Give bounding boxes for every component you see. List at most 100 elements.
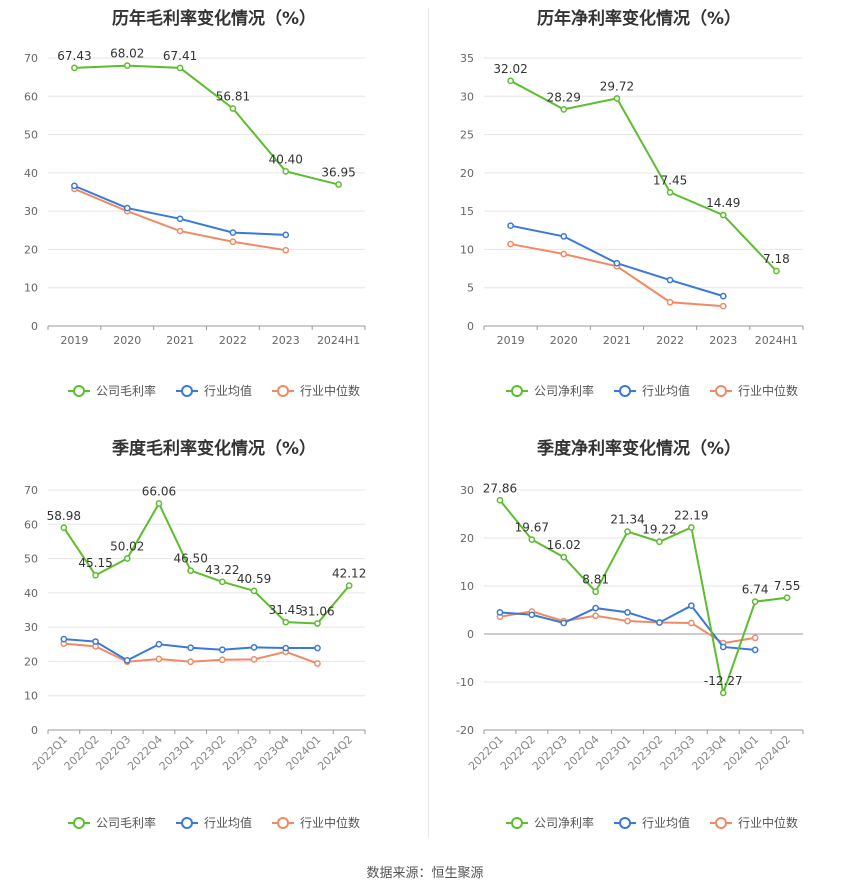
data-label: 31.45 [269,603,303,617]
data-label: 19.22 [642,523,676,537]
chart-quarterly-gross-margin: 季度毛利率变化情况（%） 0 10 20 30 40 50 60 70 2022Q1 2022Q2… [0,430,428,850]
series-line [74,184,286,236]
y-tick-label: 50 [24,553,38,566]
data-point [688,524,695,531]
x-tick-label: 2021 [166,334,194,347]
y-tick-label: 30 [460,90,474,103]
chart-title: 季度净利率变化情况（%） [536,439,742,459]
data-point [187,644,194,652]
series-line [74,64,339,186]
data-point [155,640,163,648]
data-label: 43.22 [205,563,239,577]
y-tick-label: 40 [24,587,38,600]
data-point [219,578,226,586]
data-point [229,238,237,246]
data-point [229,105,237,112]
legend-label: 行业中位数 [738,383,798,398]
legend-item[interactable]: 行业均值 [614,815,690,830]
data-point [282,167,290,175]
data-point [560,106,568,113]
legend-item[interactable]: 行业均值 [614,383,690,398]
legend-marker [715,817,727,829]
data-label: 45.15 [78,556,112,570]
y-tick-label: 20 [460,167,474,180]
y-tick-label: 30 [24,205,38,218]
chart-quarterly-net-margin: 季度净利率变化情况（%） -20 -10 0 10 20 30 2022Q1 2022Q2 20… [428,430,850,850]
data-point [773,267,780,275]
x-tick-label: 2021 [603,334,631,347]
data-label: 40.40 [269,152,303,166]
y-tick-label: 0 [31,320,38,333]
x-tick-label: 2022 [219,334,247,347]
x-tick-label: 2020 [113,334,141,347]
data-point [656,619,663,626]
data-label: 68.02 [110,47,144,61]
y-tick-label: 20 [24,655,38,668]
data-point [719,689,727,697]
data-point [666,189,674,196]
legend-item[interactable]: 行业中位数 [272,383,360,398]
legend-item[interactable]: 公司净利率 [506,815,594,830]
data-point [592,612,599,620]
legend-label: 行业均值 [204,815,252,830]
chart-title: 历年净利率变化情况（%） [536,9,742,29]
series-line [499,499,788,697]
y-tick-label: 15 [460,205,474,218]
data-label: 7.55 [774,579,801,593]
series-line [510,243,724,308]
legend-item[interactable]: 行业均值 [176,383,252,398]
data-point [719,211,727,219]
data-label: 21.34 [610,513,644,527]
y-tick-label: 50 [24,129,38,142]
y-tick-label: -20 [456,724,474,737]
y-tick-label: 70 [24,484,38,497]
data-point [719,292,727,300]
data-point [250,587,258,595]
x-tick-label: 2019 [60,334,88,347]
data-point [528,536,536,543]
legend-item[interactable]: 行业中位数 [272,815,360,830]
data-label: 7.18 [763,252,790,266]
legend-item[interactable]: 公司毛利率 [68,815,156,830]
panel-divider [428,8,429,838]
x-tick-label: 2024Q2 [315,733,355,773]
chart-title: 历年毛利率变化情况（%） [111,9,317,29]
legend-item[interactable]: 行业均值 [176,815,252,830]
legend-item[interactable]: 公司毛利率 [68,383,156,398]
y-tick-label: 0 [467,320,474,333]
data-point [250,644,258,651]
data-point [314,644,321,652]
legend-marker [277,817,289,829]
data-point [71,182,78,190]
y-tick-label: 0 [31,724,38,737]
legend-item[interactable]: 公司净利率 [506,383,594,398]
data-label: 36.95 [321,166,355,180]
data-label: 28.29 [547,90,581,104]
data-point [624,617,631,625]
data-point [507,222,514,230]
data-point [688,602,695,610]
data-point [60,524,68,532]
data-label: 17.45 [653,173,687,187]
data-point [187,567,194,574]
legend-item[interactable]: 行业中位数 [710,815,798,830]
legend-label: 行业均值 [642,383,690,398]
data-label: 22.19 [674,508,708,522]
y-tick-label: -10 [456,676,474,689]
chart-annual-net-margin: 历年净利率变化情况（%） 0 5 10 15 20 25 30 35 2019 2020 2021 2… [428,0,850,420]
x-tick-label: 2023 [272,334,300,347]
data-point [528,611,536,619]
data-point [123,657,131,664]
data-point [560,619,568,627]
data-point [176,64,184,72]
legend-item[interactable]: 行业中位数 [710,383,798,398]
data-point [783,594,791,602]
data-point [282,246,290,254]
legend-marker [73,817,85,829]
legend-marker [715,385,727,397]
legend-marker [73,385,85,397]
chart-plot: 0102030405060702022Q12022Q22022Q32022Q42… [24,484,366,830]
x-tick-label: 2020 [550,334,578,347]
data-point [60,635,68,643]
data-point [560,233,568,240]
